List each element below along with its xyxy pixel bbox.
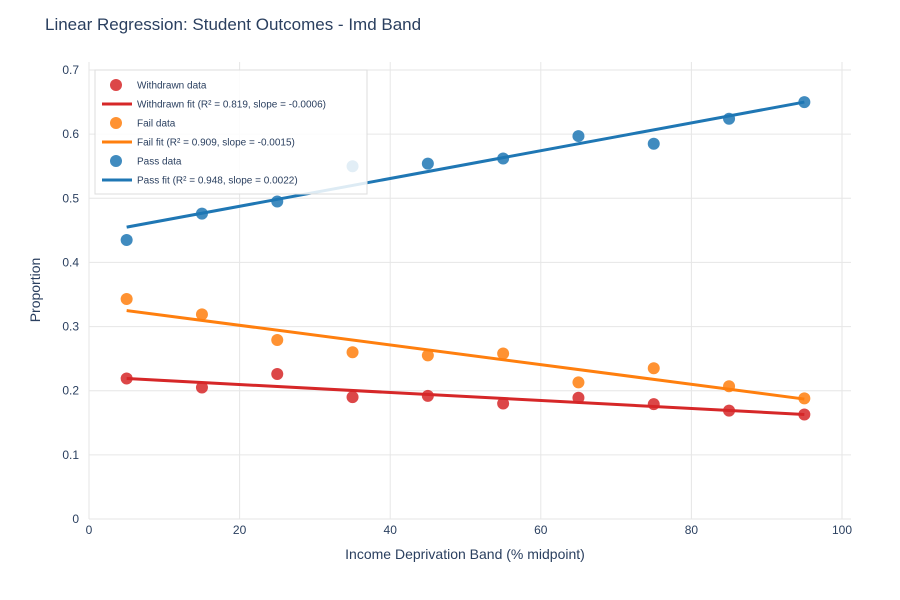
legend-label: Fail data — [137, 119, 176, 130]
withdrawn-data-point[interactable] — [572, 391, 585, 404]
x-tick-label: 20 — [233, 523, 247, 537]
x-tick-label: 0 — [86, 523, 93, 537]
fail-data-point[interactable] — [195, 308, 208, 321]
y-tick-label: 0.5 — [62, 191, 79, 205]
legend-items: Withdrawn data Withdrawn fit (R² = 0.819,… — [102, 79, 326, 187]
fail-data-point[interactable] — [497, 347, 510, 360]
legend-item-withdrawn-fit[interactable]: Withdrawn fit (R² = 0.819, slope = -0.00… — [102, 100, 326, 111]
legend-label: Withdrawn data — [137, 81, 207, 92]
legend-marker-icon — [110, 117, 122, 129]
legend-marker-icon — [110, 155, 122, 167]
legend-item-fail-fit[interactable]: Fail fit (R² = 0.909, slope = -0.0015) — [102, 138, 295, 149]
pass-data-point[interactable] — [120, 233, 133, 246]
x-tick-label: 40 — [384, 523, 398, 537]
withdrawn-data-point[interactable] — [195, 381, 208, 394]
fail-data-point[interactable] — [723, 380, 736, 393]
withdrawn-data-point[interactable] — [647, 398, 660, 411]
fail-series — [120, 292, 811, 405]
withdrawn-data-point[interactable] — [798, 408, 811, 421]
fail-data-point[interactable] — [271, 334, 284, 347]
withdrawn-series — [120, 368, 811, 421]
pass-fit-line — [126, 100, 805, 229]
pass-data-point[interactable] — [723, 112, 736, 125]
y-tick-label: 0.3 — [62, 320, 79, 334]
x-tick-label: 60 — [534, 523, 548, 537]
chart-title: Linear Regression: Student Outcomes - Im… — [45, 15, 421, 34]
pass-data-point[interactable] — [497, 152, 510, 165]
legend[interactable]: Withdrawn data Withdrawn fit (R² = 0.819,… — [94, 69, 368, 195]
withdrawn-data-point[interactable] — [497, 397, 510, 410]
pass-data-point[interactable] — [271, 195, 284, 208]
legend-box — [94, 69, 368, 195]
withdrawn-data-point[interactable] — [421, 389, 434, 402]
fail-data-point[interactable] — [647, 362, 660, 375]
fail-fit-line — [126, 309, 805, 401]
withdrawn-data-point[interactable] — [346, 391, 359, 404]
pass-data-point[interactable] — [798, 96, 811, 109]
legend-item-pass-data[interactable]: Pass data — [110, 155, 182, 168]
fail-data-point[interactable] — [346, 346, 359, 359]
fail-data-point[interactable] — [421, 349, 434, 362]
pass-data-point[interactable] — [195, 207, 208, 220]
legend-label: Withdrawn fit (R² = 0.819, slope = -0.00… — [137, 100, 326, 111]
y-tick-label: 0 — [72, 512, 79, 526]
pass-data-point[interactable] — [421, 157, 434, 170]
x-tick-label: 100 — [832, 523, 852, 537]
legend-item-fail-data[interactable]: Fail data — [110, 117, 176, 130]
legend-item-withdrawn-data[interactable]: Withdrawn data — [110, 79, 207, 92]
y-tick-label: 0.4 — [62, 255, 79, 269]
x-axis-title: Income Deprivation Band (% midpoint) — [345, 546, 585, 562]
legend-item-pass-fit[interactable]: Pass fit (R² = 0.948, slope = 0.0022) — [102, 176, 298, 187]
fail-data-point[interactable] — [120, 292, 133, 305]
legend-marker-icon — [110, 79, 122, 91]
x-tick-label: 80 — [685, 523, 699, 537]
y-tick-label: 0.7 — [62, 63, 79, 77]
withdrawn-data-point[interactable] — [120, 372, 133, 385]
withdrawn-data-point[interactable] — [723, 404, 736, 417]
fail-data-point[interactable] — [798, 392, 811, 405]
tick-labels: 0 0.1 0.2 0.3 0.4 0.5 0.6 0.7 0 20 40 60 80 100 — [62, 63, 852, 537]
withdrawn-fit-line — [126, 377, 805, 416]
legend-label: Pass fit (R² = 0.948, slope = 0.0022) — [137, 176, 298, 187]
plot-series — [120, 96, 811, 421]
fail-data-point[interactable] — [572, 376, 585, 389]
y-axis-title: Proportion — [27, 258, 43, 323]
y-tick-label: 0.1 — [62, 448, 79, 462]
legend-label: Pass data — [137, 157, 182, 168]
gridlines — [88, 62, 851, 520]
legend-label: Fail fit (R² = 0.909, slope = -0.0015) — [137, 138, 295, 149]
pass-data-point[interactable] — [572, 130, 585, 143]
withdrawn-data-point[interactable] — [271, 368, 284, 381]
y-tick-label: 0.2 — [62, 384, 79, 398]
y-tick-label: 0.6 — [62, 127, 79, 141]
pass-data-point[interactable] — [647, 137, 660, 150]
